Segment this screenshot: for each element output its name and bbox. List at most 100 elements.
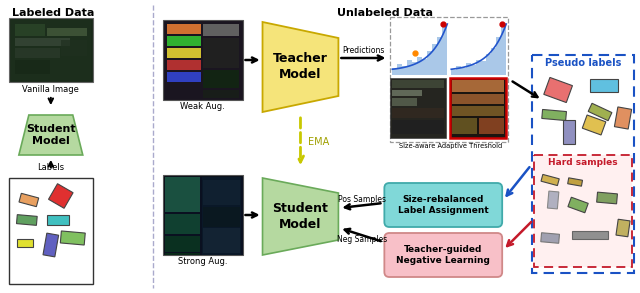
Polygon shape (262, 178, 339, 255)
Text: Size-rebalanced
Label Assignment: Size-rebalanced Label Assignment (398, 195, 489, 215)
Bar (202, 177, 241, 255)
Bar (392, 90, 422, 96)
Bar (496, 37, 501, 75)
Bar (422, 59, 427, 75)
Polygon shape (47, 215, 68, 225)
Polygon shape (60, 231, 85, 245)
FancyBboxPatch shape (532, 55, 634, 273)
Bar (166, 48, 200, 58)
Text: Size-aware Adaptive Threshold: Size-aware Adaptive Threshold (399, 143, 502, 149)
Text: Strong Aug.: Strong Aug. (178, 257, 227, 266)
Bar (9, 178, 93, 284)
FancyBboxPatch shape (390, 17, 508, 142)
Bar (203, 180, 239, 205)
Polygon shape (547, 191, 559, 209)
Bar (412, 62, 417, 75)
Bar (47, 28, 87, 36)
Bar (392, 80, 444, 88)
Polygon shape (596, 192, 618, 204)
Bar (452, 106, 504, 116)
Bar (203, 228, 239, 253)
Polygon shape (563, 120, 575, 144)
Polygon shape (17, 239, 33, 247)
Bar (442, 24, 447, 75)
Bar (476, 59, 481, 75)
FancyBboxPatch shape (385, 233, 502, 277)
Polygon shape (568, 178, 582, 186)
Bar (15, 38, 70, 46)
Text: Student
Model: Student Model (26, 124, 76, 146)
Bar (15, 48, 60, 58)
Bar (403, 66, 407, 75)
Polygon shape (17, 215, 37, 225)
Bar (9, 18, 93, 82)
Bar (428, 51, 432, 75)
Bar (11, 20, 91, 80)
Text: Teacher
Model: Teacher Model (273, 52, 328, 81)
Bar (432, 44, 437, 75)
Text: Student
Model: Student Model (273, 202, 328, 231)
Bar (451, 78, 506, 138)
Polygon shape (616, 219, 630, 237)
Polygon shape (19, 115, 83, 155)
Bar (407, 60, 412, 75)
Bar (164, 253, 200, 255)
FancyBboxPatch shape (385, 183, 502, 227)
Bar (164, 177, 200, 212)
Bar (163, 175, 243, 255)
Text: Labeled Data: Labeled Data (12, 8, 94, 18)
Bar (479, 118, 504, 134)
Bar (392, 98, 417, 106)
Bar (471, 65, 476, 75)
Bar (15, 24, 45, 36)
Bar (492, 47, 496, 75)
Bar (451, 70, 456, 75)
Text: Hard samples: Hard samples (548, 158, 618, 167)
Bar (392, 108, 444, 118)
Bar (452, 94, 504, 104)
Bar (163, 20, 243, 100)
Text: Pos Samples: Pos Samples (339, 195, 387, 205)
Polygon shape (262, 22, 339, 112)
Bar (203, 90, 239, 98)
Bar (166, 24, 200, 34)
Text: Teacher-guided
Negative Learning: Teacher-guided Negative Learning (396, 245, 490, 265)
Polygon shape (544, 77, 572, 103)
Text: Vanilla Image: Vanilla Image (22, 85, 79, 94)
Text: EMA: EMA (308, 137, 330, 147)
Polygon shape (43, 233, 59, 257)
Polygon shape (542, 110, 566, 120)
Bar (203, 38, 239, 68)
Bar (451, 78, 506, 138)
Text: Unlabeled Data: Unlabeled Data (337, 8, 433, 18)
Polygon shape (568, 197, 588, 213)
Text: Weak Aug.: Weak Aug. (180, 102, 225, 111)
Polygon shape (590, 79, 618, 91)
Bar (164, 236, 200, 252)
Polygon shape (588, 103, 612, 121)
Polygon shape (582, 115, 606, 135)
Polygon shape (614, 107, 632, 129)
Bar (467, 63, 471, 75)
Bar (203, 70, 239, 88)
Text: Pseudo labels: Pseudo labels (545, 58, 621, 68)
Bar (392, 68, 397, 75)
Polygon shape (572, 231, 608, 239)
Polygon shape (541, 174, 559, 185)
Bar (461, 68, 466, 75)
Bar (164, 214, 200, 234)
Bar (397, 64, 402, 75)
Polygon shape (541, 233, 559, 243)
Polygon shape (49, 184, 73, 208)
Bar (437, 37, 442, 75)
Bar (166, 60, 200, 70)
Text: Predictions: Predictions (342, 46, 385, 55)
Bar (390, 78, 446, 138)
Bar (392, 120, 444, 134)
Bar (166, 72, 200, 82)
Bar (486, 54, 491, 75)
Bar (481, 61, 486, 75)
Text: Neg Samples: Neg Samples (337, 236, 387, 244)
Polygon shape (19, 193, 38, 207)
Bar (456, 67, 461, 75)
